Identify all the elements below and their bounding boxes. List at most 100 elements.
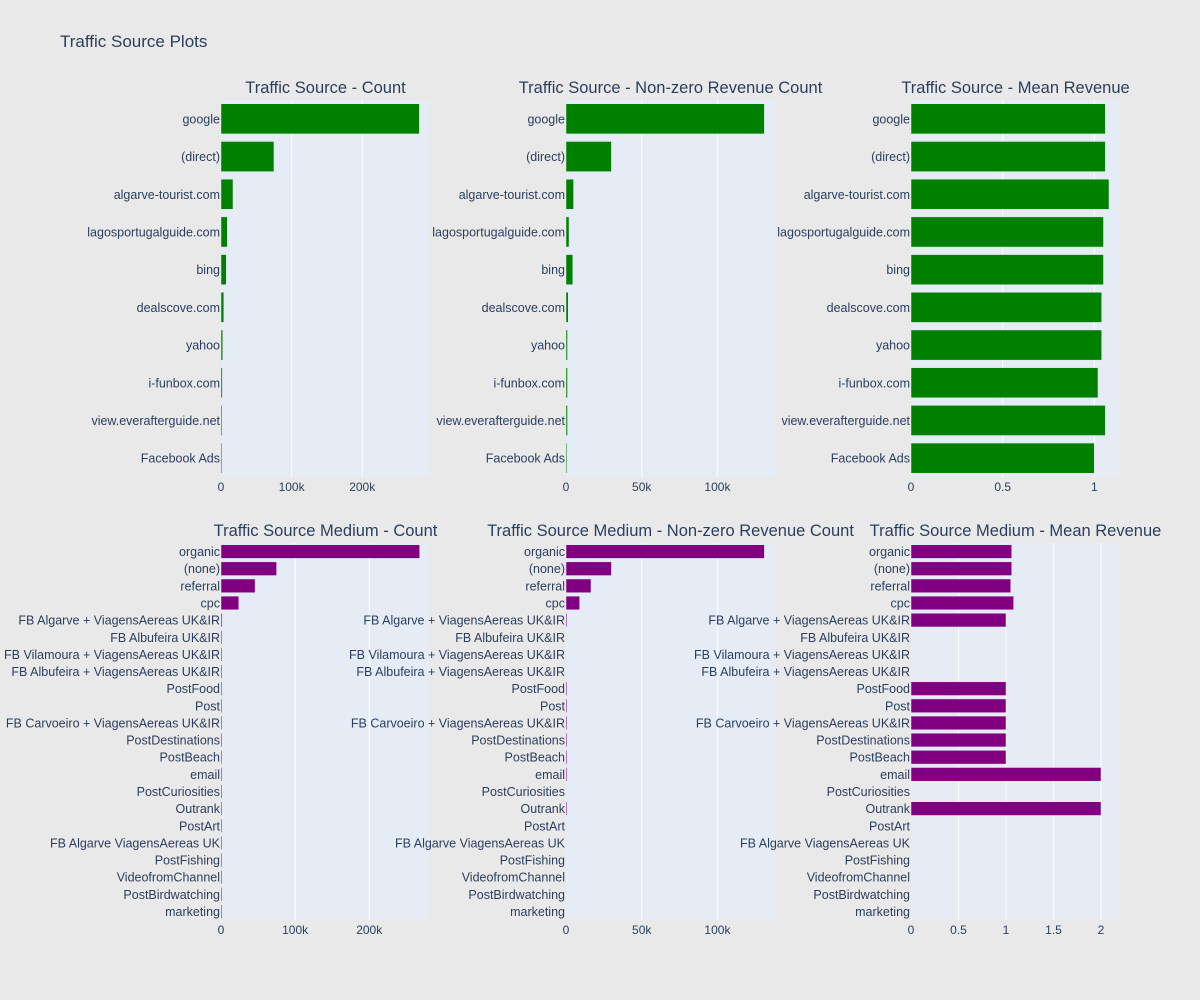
bar bbox=[565, 578, 592, 593]
x-tick-label: 0 bbox=[908, 480, 915, 494]
category-label: FB Algarve ViagensAereas UK bbox=[50, 836, 221, 850]
category-label: dealscove.com bbox=[137, 301, 220, 315]
bar bbox=[220, 141, 275, 172]
bar bbox=[220, 367, 223, 399]
bar bbox=[565, 367, 568, 399]
category-label: PostDestinations bbox=[471, 734, 565, 748]
category-label: google bbox=[527, 112, 565, 126]
bar bbox=[910, 767, 1102, 782]
category-label: PostBirdwatching bbox=[813, 888, 910, 902]
bar bbox=[220, 852, 223, 868]
category-label: algarve-tourist.com bbox=[459, 188, 565, 202]
bar bbox=[565, 561, 612, 576]
bar bbox=[910, 750, 1007, 765]
category-label: view.everafterguide.net bbox=[91, 414, 220, 428]
category-label: PostCuriosities bbox=[137, 785, 220, 799]
category-label: dealscove.com bbox=[827, 301, 910, 315]
category-label: (direct) bbox=[181, 150, 220, 164]
bar bbox=[910, 698, 1007, 713]
bar bbox=[910, 578, 1011, 593]
category-label: (none) bbox=[529, 562, 565, 576]
x-tick-label: 0.5 bbox=[950, 923, 967, 937]
bar bbox=[565, 178, 574, 210]
bar bbox=[220, 442, 223, 474]
bar bbox=[220, 664, 223, 679]
bar bbox=[220, 578, 256, 593]
category-label: PostDestinations bbox=[126, 734, 220, 748]
bar bbox=[220, 681, 223, 696]
bar bbox=[565, 681, 568, 696]
subplot-title: Traffic Source - Mean Revenue bbox=[901, 79, 1129, 97]
category-label: FB Vilamoura + ViagensAereas UK&IR bbox=[694, 648, 910, 662]
bar bbox=[910, 595, 1014, 611]
category-label: bing bbox=[196, 263, 220, 277]
category-label: (direct) bbox=[526, 150, 565, 164]
category-label: Facebook Ads bbox=[831, 452, 910, 466]
category-label: bing bbox=[886, 263, 910, 277]
category-label: yahoo bbox=[186, 339, 220, 353]
bar bbox=[220, 904, 223, 919]
bar bbox=[565, 698, 568, 713]
category-label: view.everafterguide.net bbox=[781, 414, 910, 428]
category-label: FB Albufeira UK&IR bbox=[110, 631, 220, 645]
category-label: PostFood bbox=[166, 682, 220, 696]
category-label: email bbox=[880, 768, 910, 782]
category-label: FB Algarve ViagensAereas UK bbox=[740, 836, 911, 850]
bar bbox=[910, 442, 1095, 474]
category-label: dealscove.com bbox=[482, 301, 565, 315]
bar bbox=[910, 367, 1099, 399]
bar bbox=[910, 715, 1007, 731]
x-tick-label: 1 bbox=[1003, 923, 1010, 937]
bar bbox=[910, 561, 1012, 576]
bar bbox=[910, 732, 1007, 748]
category-label: PostFood bbox=[856, 682, 910, 696]
bar bbox=[220, 801, 223, 816]
bar bbox=[220, 750, 223, 765]
category-label: i-funbox.com bbox=[493, 376, 565, 390]
x-tick-label: 200k bbox=[349, 480, 376, 494]
category-label: FB Carvoeiro + ViagensAereas UK&IR bbox=[351, 716, 565, 730]
category-label: lagosportugalguide.com bbox=[87, 225, 220, 239]
x-tick-label: 0 bbox=[563, 480, 570, 494]
bar bbox=[220, 715, 223, 731]
bar bbox=[220, 178, 234, 210]
category-label: google bbox=[182, 112, 220, 126]
category-label: Outrank bbox=[866, 802, 911, 816]
bar bbox=[220, 818, 223, 833]
category-label: bing bbox=[541, 263, 565, 277]
category-label: PostArt bbox=[179, 819, 221, 833]
category-label: Post bbox=[540, 699, 566, 713]
bar bbox=[565, 254, 574, 285]
plot-area bbox=[566, 543, 775, 920]
bar bbox=[910, 178, 1110, 210]
bar bbox=[220, 216, 228, 248]
x-tick-label: 50k bbox=[632, 923, 652, 937]
category-label: organic bbox=[869, 545, 910, 559]
bar bbox=[220, 887, 223, 902]
bar bbox=[220, 698, 223, 713]
category-label: FB Algarve + ViagensAereas UK&IR bbox=[363, 614, 565, 628]
category-label: cpc bbox=[546, 596, 565, 610]
bar bbox=[220, 292, 225, 323]
category-label: VideofromChannel bbox=[117, 871, 220, 885]
category-label: google bbox=[872, 112, 910, 126]
category-label: referral bbox=[870, 579, 910, 593]
bar bbox=[910, 292, 1102, 323]
bar bbox=[220, 630, 223, 645]
bar bbox=[220, 613, 223, 628]
category-label: FB Albufeira UK&IR bbox=[455, 631, 565, 645]
category-label: FB Albufeira + ViagensAereas UK&IR bbox=[11, 665, 220, 679]
x-tick-label: 0 bbox=[563, 923, 570, 937]
category-label: PostArt bbox=[869, 819, 911, 833]
bar bbox=[565, 103, 765, 135]
category-label: algarve-tourist.com bbox=[114, 188, 220, 202]
bar bbox=[220, 767, 223, 782]
bar bbox=[565, 613, 568, 628]
x-tick-label: 0 bbox=[218, 480, 225, 494]
category-label: i-funbox.com bbox=[838, 376, 910, 390]
category-label: PostBeach bbox=[505, 751, 566, 765]
x-tick-label: 100k bbox=[279, 480, 306, 494]
category-label: Outrank bbox=[521, 802, 566, 816]
category-label: referral bbox=[525, 579, 565, 593]
